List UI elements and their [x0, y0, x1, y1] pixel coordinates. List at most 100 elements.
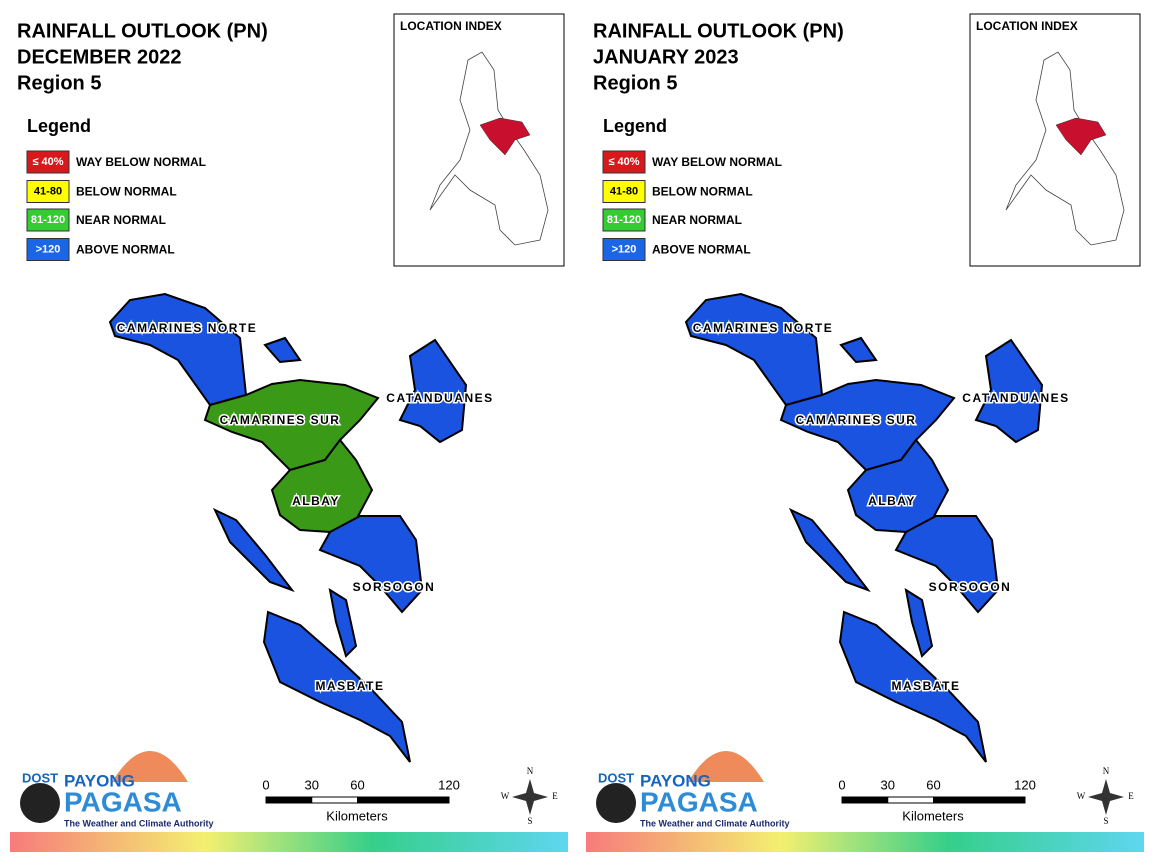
logo-payong: PAYONG	[640, 771, 711, 790]
location-index-title: LOCATION INDEX	[976, 19, 1078, 33]
province	[974, 338, 1044, 444]
legend-title: Legend	[603, 116, 667, 136]
legend-swatch-label: 41-80	[610, 185, 638, 197]
philippines-outline	[429, 51, 549, 246]
legend-swatch	[602, 238, 646, 261]
legend-swatch	[602, 150, 646, 174]
logo-pagasa: PAGASA	[640, 786, 758, 817]
legend-swatch-label: >120	[612, 243, 637, 255]
compass-rose	[512, 779, 548, 815]
province-label: CATANDUANES	[386, 391, 493, 405]
compass-letter: E	[552, 791, 558, 801]
scale-tick-label: 60	[926, 777, 940, 792]
scale-segment	[357, 796, 450, 804]
title-line: JANUARY 2023	[593, 46, 739, 68]
scale-segment	[841, 796, 889, 804]
province-label: SORSOGON	[929, 580, 1012, 594]
province	[262, 610, 411, 763]
province	[684, 292, 824, 407]
panel: RAINFALL OUTLOOK (PN) DECEMBER 2022 Region…	[17, 13, 565, 828]
color-band	[10, 832, 568, 852]
legend-swatch-label: 81-120	[31, 214, 65, 226]
title-line: RAINFALL OUTLOOK (PN)	[17, 20, 268, 42]
province-label: ALBAY	[868, 494, 916, 508]
title-line: Region 5	[17, 72, 101, 94]
legend-label: ABOVE NORMAL	[76, 243, 175, 257]
compass-letter: S	[1103, 816, 1108, 826]
legend-swatch	[602, 208, 646, 232]
island	[788, 507, 871, 593]
province	[779, 378, 956, 472]
legend-swatch-label: 41-80	[34, 185, 62, 197]
legend-label: WAY BELOW NORMAL	[76, 155, 206, 169]
location-index-title: LOCATION INDEX	[400, 19, 502, 33]
scale-tick-label: 0	[838, 777, 845, 792]
province-label: MASBATE	[892, 679, 961, 693]
logo-dost: DOST	[598, 770, 634, 785]
legend-swatch	[602, 180, 646, 203]
compass-letter: N	[527, 766, 534, 776]
legend-swatch	[26, 180, 70, 203]
compass-letter: S	[527, 816, 532, 826]
province-label: CAMARINES NORTE	[117, 321, 258, 335]
compass-rose	[1088, 779, 1124, 815]
province-label: ALBAY	[292, 494, 340, 508]
province-label: CATANDUANES	[962, 391, 1069, 405]
scale-tick-label: 30	[305, 777, 319, 792]
legend-swatch	[26, 238, 70, 261]
legend-swatch	[26, 150, 70, 174]
compass-letter: E	[1128, 791, 1134, 801]
logo-tagline: The Weather and Climate Authority	[640, 818, 790, 828]
scale-tick-label: 0	[262, 777, 269, 792]
province	[318, 515, 424, 614]
scale-tick-label: 30	[881, 777, 895, 792]
legend-swatch-label: ≤ 40%	[608, 156, 639, 168]
compass-letter: N	[1103, 766, 1110, 776]
umbrella	[688, 751, 764, 782]
legend-label: NEAR NORMAL	[76, 213, 166, 227]
logo-seal	[596, 783, 636, 823]
logo-tagline: The Weather and Climate Authority	[64, 818, 214, 828]
island	[212, 507, 295, 593]
color-band	[586, 832, 1144, 852]
region-highlight	[479, 117, 531, 156]
scale-segment	[311, 796, 358, 804]
panel: RAINFALL OUTLOOK (PN) JANUARY 2023 Region …	[593, 13, 1141, 828]
legend-label: WAY BELOW NORMAL	[652, 155, 782, 169]
legend-label: ABOVE NORMAL	[652, 243, 751, 257]
scale-tick-label: 120	[1014, 777, 1036, 792]
scale-tick-label: 60	[350, 777, 364, 792]
scale-segment	[887, 796, 934, 804]
legend-swatch-label: ≤ 40%	[32, 156, 63, 168]
logo-payong: PAYONG	[64, 771, 135, 790]
title-line: Region 5	[593, 72, 677, 94]
compass-letter: W	[501, 791, 510, 801]
logo-seal	[20, 783, 60, 823]
legend-title: Legend	[27, 116, 91, 136]
province	[203, 378, 380, 472]
scale-unit: Kilometers	[902, 808, 964, 823]
province	[108, 292, 248, 407]
logo-pagasa: PAGASA	[64, 786, 182, 817]
province-label: CAMARINES SUR	[796, 413, 917, 427]
legend-swatch-label: 81-120	[607, 214, 641, 226]
province-label: CAMARINES SUR	[220, 413, 341, 427]
province	[838, 610, 987, 763]
title-line: DECEMBER 2022	[17, 46, 182, 68]
legend-label: BELOW NORMAL	[652, 185, 753, 199]
scale-segment	[265, 796, 313, 804]
scale-tick-label: 120	[438, 777, 460, 792]
legend-swatch	[26, 208, 70, 232]
legend-swatch-label: >120	[36, 243, 61, 255]
province-label: MASBATE	[316, 679, 385, 693]
province	[894, 515, 1000, 614]
island	[904, 587, 934, 658]
island	[263, 336, 302, 364]
legend-label: BELOW NORMAL	[76, 185, 177, 199]
province	[398, 338, 468, 444]
island	[328, 587, 358, 658]
logo-dost: DOST	[22, 770, 58, 785]
title-line: RAINFALL OUTLOOK (PN)	[593, 20, 844, 42]
island	[839, 336, 878, 364]
